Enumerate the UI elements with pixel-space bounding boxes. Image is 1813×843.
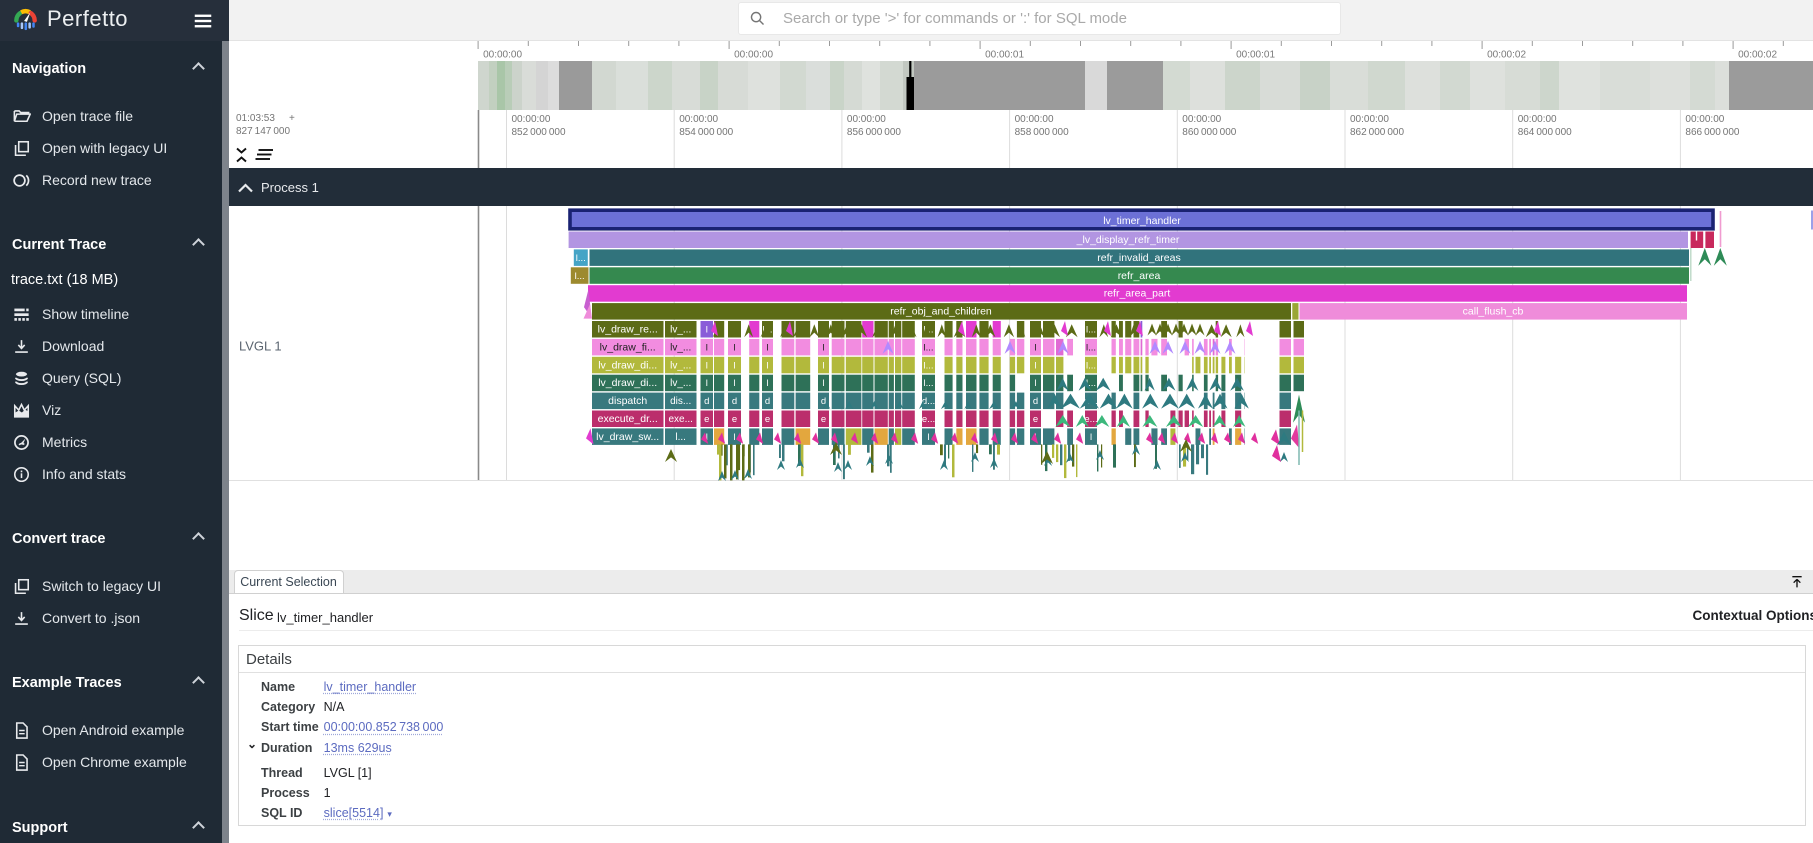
svg-text:refr_area: refr_area [1118,270,1161,282]
svg-text:00:00:00: 00:00:00 [679,114,718,125]
svg-text:call_flush_cb: call_flush_cb [1463,306,1524,318]
svg-text:00:00:00: 00:00:00 [1015,114,1054,125]
svg-text:e: e [765,414,770,425]
svg-text:refr_invalid_areas: refr_invalid_areas [1097,252,1180,264]
svg-text:lv_draw_re...: lv_draw_re... [598,324,658,336]
svg-text:d: d [1033,396,1038,407]
svg-text:lv_...: lv_... [670,360,691,371]
svg-text:l...: l... [1086,342,1096,353]
svg-text:l...: l... [923,378,933,389]
svg-text:lv_draw_fi...: lv_draw_fi... [600,341,656,353]
svg-text:856 000 000: 856 000 000 [847,127,901,138]
svg-text:l: l [733,360,735,371]
svg-text:l: l [1034,342,1036,353]
svg-text:l: l [766,378,768,389]
svg-text:e...: e... [922,414,935,425]
svg-text:858 000 000: 858 000 000 [1015,127,1069,138]
svg-text:Process 1: Process 1 [261,180,319,195]
svg-text:00:00:00: 00:00:00 [483,50,522,61]
svg-text:exe...: exe... [668,414,692,425]
svg-text:+: + [289,113,295,124]
svg-text:d: d [704,396,709,407]
svg-text:d: d [765,396,770,407]
svg-text:l...: l... [575,271,585,282]
svg-text:864 000 000: 864 000 000 [1518,127,1572,138]
svg-text:e: e [704,414,709,425]
svg-text:e: e [821,414,826,425]
svg-text:lv_...: lv_... [670,342,691,353]
svg-text:execute_dr...: execute_dr... [598,413,658,425]
svg-text:lv_draw_di...: lv_draw_di... [598,377,657,389]
svg-text:l...: l... [675,432,686,443]
svg-text:l...: l... [923,342,933,353]
svg-text:lv_timer_handler: lv_timer_handler [1103,215,1181,227]
svg-text:l: l [1034,378,1036,389]
svg-text:lv_draw_di...: lv_draw_di... [598,359,657,371]
svg-text:l...: l... [1086,378,1096,389]
svg-text:l: l [766,360,768,371]
svg-text:LVGL 1: LVGL 1 [239,339,282,354]
svg-text:00:00:01: 00:00:01 [1236,50,1275,61]
svg-text:l...: l... [1086,325,1096,336]
svg-text:l: l [766,342,768,353]
svg-text:lv_...: lv_... [670,325,691,336]
svg-text:d: d [821,396,826,407]
svg-text:dispatch: dispatch [608,395,647,407]
svg-text:00:00:00: 00:00:00 [1350,114,1389,125]
svg-text:lv_...: lv_... [670,378,691,389]
svg-text:862 000 000: 862 000 000 [1350,127,1404,138]
svg-text:refr_area_part: refr_area_part [1104,288,1171,300]
svg-text:refr_obj_and_children: refr_obj_and_children [890,306,992,318]
svg-text:l: l [706,432,708,443]
svg-text:00:00:00: 00:00:00 [1182,114,1221,125]
svg-text:00:00:01: 00:00:01 [985,50,1024,61]
svg-text:00:00:00: 00:00:00 [1518,114,1557,125]
svg-text:l: l [733,378,735,389]
svg-text:l: l [1034,360,1036,371]
svg-text:l: l [927,432,929,443]
svg-text:l...: l... [923,360,933,371]
svg-text:l: l [706,342,708,353]
svg-text:00:00:00: 00:00:00 [1685,114,1724,125]
svg-text:e...: e... [1084,414,1097,425]
svg-text:854 000 000: 854 000 000 [679,127,733,138]
svg-text:l: l [822,360,824,371]
svg-text:00:00:00: 00:00:00 [734,50,773,61]
svg-text:l: l [822,378,824,389]
svg-text:860 000 000: 860 000 000 [1182,127,1236,138]
svg-text:l: l [706,378,708,389]
svg-text:l...: l... [576,253,586,264]
svg-text:00:00:00: 00:00:00 [512,114,551,125]
svg-text:l: l [706,325,708,336]
svg-text:00:00:02: 00:00:02 [1487,50,1526,61]
svg-text:l: l [733,342,735,353]
svg-text:00:00:00: 00:00:00 [847,114,886,125]
svg-text:827 147 000: 827 147 000 [236,126,290,137]
svg-text:dis...: dis... [670,396,691,407]
svg-text:l: l [822,342,824,353]
svg-text:_lv_display_refr_timer: _lv_display_refr_timer [1076,234,1180,246]
svg-text:866 000 000: 866 000 000 [1685,127,1739,138]
svg-text:l: l [733,432,735,443]
svg-text:01:03:53: 01:03:53 [236,113,275,124]
svg-text:l...: l... [1086,360,1096,371]
svg-text:e: e [732,414,737,425]
svg-text:e: e [1033,414,1038,425]
svg-text:852 000 000: 852 000 000 [512,127,566,138]
svg-text:l: l [1090,432,1092,443]
svg-text:l: l [706,360,708,371]
svg-text:lv_draw_sw...: lv_draw_sw... [596,431,659,443]
svg-text:00:00:02: 00:00:02 [1738,50,1777,61]
svg-text:d...: d... [922,396,935,407]
svg-text:d: d [732,396,737,407]
